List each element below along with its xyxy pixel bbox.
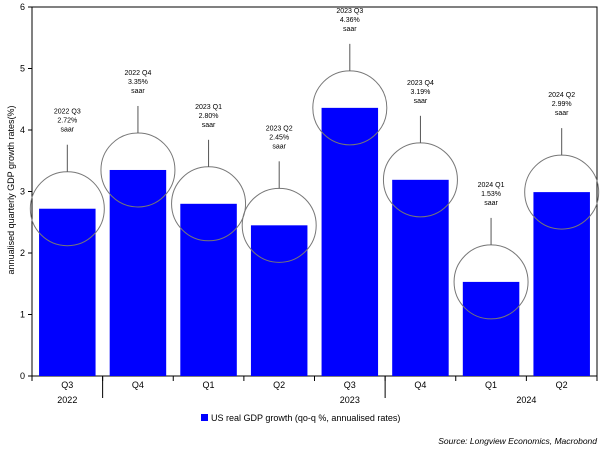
bar [39,208,96,376]
annotation-text: 2.45% [269,134,289,141]
bar [109,169,167,376]
plot-area: 0 1 2 3 4 5 6 Q3 2022 Q3 2.72% saar Q4 2022 Q4 3.35% s… [20,2,600,405]
annotation-text: saar [484,200,498,207]
legend: US real GDP growth (qo-q %, annualised r… [201,413,400,423]
y-tick-label: 4 [20,125,25,135]
bar [533,192,590,376]
legend-swatch [201,414,208,421]
annotation-text: 3.35% [128,79,148,86]
x-tick-label: Q4 [132,380,144,390]
annotation-text: 2.72% [57,118,77,125]
y-tick-label: 2 [20,248,25,258]
x-tick-label: Q1 [203,380,215,390]
bar [250,225,308,376]
y-tick-label: 1 [20,310,25,320]
annotation-text: saar [61,127,75,134]
annotation-text: 2024 Q1 [478,182,505,189]
annotation-text: 2023 Q4 [407,80,434,87]
bar [462,281,520,376]
annotation-text: saar [272,143,286,150]
annotation-text: 1.53% [481,191,501,198]
annotation-text: saar [555,110,569,117]
y-tick-label: 6 [20,2,25,12]
bar [321,107,379,377]
annotation-text: 2023 Q2 [266,125,293,132]
x-tick-label: Q3 [344,380,356,390]
year-label: 2023 [340,395,360,405]
annotation-text: 2.99% [552,101,572,108]
bar [180,203,237,376]
x-tick-label: Q2 [273,380,285,390]
annotation-text: saar [414,98,428,105]
legend-label: US real GDP growth (qo-q %, annualised r… [211,413,400,423]
x-tick-label: Q4 [414,380,426,390]
annotation-text: 2023 Q3 [336,8,363,15]
annotation-text: saar [131,88,145,95]
annotation-text: 2.80% [199,113,219,120]
x-tick-label: Q3 [61,380,73,390]
x-tick-label: Q2 [556,380,568,390]
y-tick-label: 0 [20,371,25,381]
source-note: Source: Longview Economics, Macrobond [438,436,597,446]
annotation-text: 3.19% [411,89,431,96]
annotation-text: 2022 Q3 [54,109,81,116]
y-tick-label: 3 [20,187,25,197]
y-axis-label: annualised quarterly GDP growth rates(%) [6,106,16,275]
y-tick-label: 5 [20,64,25,74]
year-label: 2024 [516,395,536,405]
x-tick-label: Q1 [485,380,497,390]
bar [392,179,449,376]
annotation-text: 4.36% [340,17,360,24]
annotation-text: saar [202,122,216,129]
annotation-text: 2023 Q1 [195,104,222,111]
annotation-text: 2024 Q2 [548,92,575,99]
year-label: 2022 [57,395,77,405]
annotation-text: saar [343,26,357,33]
annotation-text: 2022 Q4 [125,70,152,77]
